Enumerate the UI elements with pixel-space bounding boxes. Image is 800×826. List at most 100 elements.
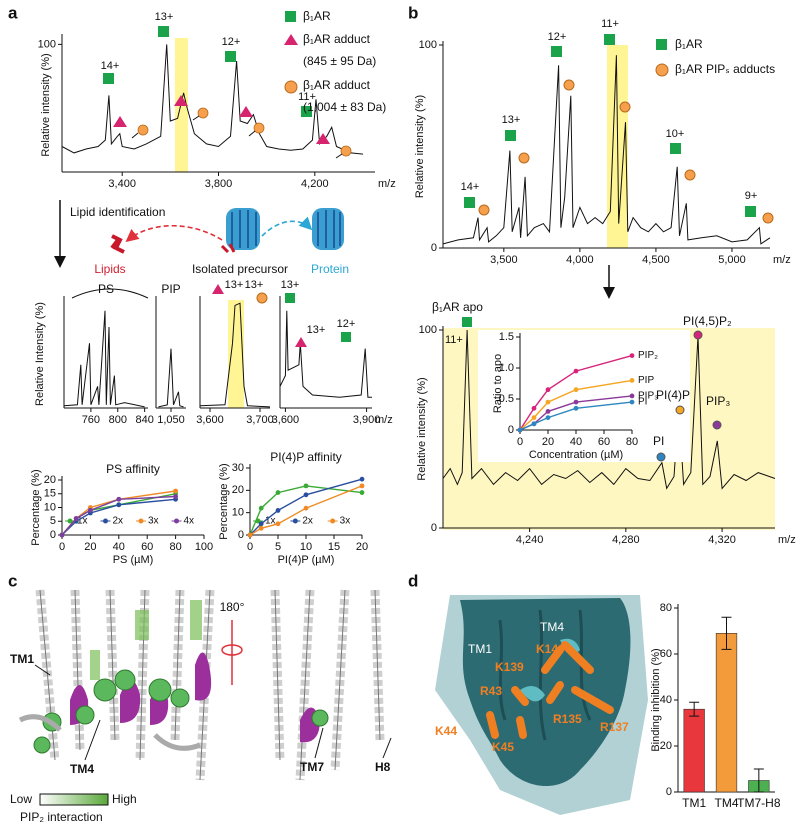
x-axis-label: PI(4)P (µM) — [278, 554, 335, 566]
square-marker — [158, 26, 169, 37]
x-tick-label: 10 — [300, 541, 312, 553]
x-tick-label: TM7-H8 — [737, 796, 781, 810]
y-tick-label: 15 — [44, 488, 56, 500]
legend-text: (845 ± 95 Da) — [303, 54, 376, 68]
data-point — [303, 492, 309, 498]
residue-label: R43 — [480, 684, 502, 698]
residue-label: R137 — [600, 720, 629, 734]
x-tick-label: 3,700 — [246, 414, 274, 426]
data-point — [573, 405, 579, 411]
square-marker — [670, 143, 681, 154]
data-point — [629, 393, 635, 399]
helix-label: TM7 — [300, 760, 324, 774]
chart-title: PS affinity — [106, 462, 160, 476]
data-point — [531, 421, 537, 427]
data-point — [59, 532, 65, 538]
step-label: Lipid identification — [70, 205, 165, 219]
panel-labels: a b c d — [8, 3, 418, 590]
protein-label: Protein — [311, 262, 349, 276]
data-line — [442, 55, 771, 245]
legend-text: (1,004 ± 83 Da) — [303, 100, 386, 114]
residue-label: K45 — [492, 740, 514, 754]
x-axis-label: m/z — [378, 178, 396, 190]
data-point — [173, 494, 179, 499]
square-marker — [464, 197, 475, 208]
square-marker — [462, 317, 472, 327]
colorbar-low: Low — [10, 792, 32, 806]
data-point — [545, 399, 551, 405]
protein-icon — [220, 208, 344, 254]
square-marker — [301, 106, 312, 117]
y-tick-label: 100 — [419, 39, 437, 51]
dashed-arrow — [261, 216, 313, 237]
y-tick-label: 1.5 — [499, 331, 514, 343]
y-axis-label: Percentage (%) — [30, 469, 42, 545]
x-tick-label: 100 — [195, 541, 213, 553]
data-point — [629, 353, 635, 358]
x-tick-label: 3,900 — [353, 414, 381, 426]
x-tick-label: 60 — [598, 436, 610, 448]
x-tick-label: 40 — [113, 541, 125, 553]
charge-label: 10+ — [666, 128, 685, 140]
legend-label: 3x — [148, 516, 159, 527]
data-point — [531, 405, 537, 411]
error-bar — [721, 616, 732, 650]
triangle-marker — [212, 284, 224, 294]
bracket — [71, 288, 149, 299]
circle-marker — [656, 452, 666, 462]
highlight-band — [228, 300, 244, 408]
charge-label: 13+ — [155, 11, 174, 23]
data-point — [517, 427, 523, 433]
y-tick-label: 30 — [232, 462, 244, 474]
x-tick-label: 4,320 — [708, 534, 736, 546]
y-tick-label: 0.5 — [499, 393, 514, 405]
y-tick-label: 0 — [431, 242, 437, 254]
data-point — [359, 490, 365, 495]
legend-text: β₁AR — [303, 9, 331, 23]
rotation-label: 180° — [220, 600, 245, 614]
y-tick-label: 10 — [232, 507, 244, 519]
error-bar — [753, 768, 764, 793]
data-point — [88, 507, 93, 513]
x-tick-label: 4,280 — [612, 534, 640, 546]
y-tick-label: 40 — [660, 694, 672, 706]
data-point — [116, 496, 122, 502]
charge-label: 13+ — [502, 114, 521, 126]
x-tick-label: 20 — [542, 436, 554, 448]
y-tick-label: 100 — [38, 38, 56, 50]
legend-label: 3x — [340, 516, 351, 527]
x-tick-label: 5,000 — [718, 254, 746, 266]
circle-marker — [762, 212, 774, 224]
panel-label: c — [8, 571, 17, 590]
y-axis-label: Ratio to apo — [492, 354, 504, 413]
helix-label: TM4 — [540, 620, 564, 634]
y-axis-label: Relative Intensity (%) — [34, 302, 46, 406]
circle-marker — [478, 204, 490, 216]
circle-marker — [563, 79, 575, 91]
legend-circle — [284, 80, 298, 94]
data-point — [545, 387, 551, 393]
data-point — [247, 532, 253, 538]
square-marker — [103, 73, 114, 84]
x-tick-label: TM1 — [682, 796, 706, 810]
legend-triangle — [284, 34, 298, 45]
data-line — [279, 310, 372, 398]
legend-text: β₁AR adduct — [303, 32, 371, 46]
charge-label: 11+ — [298, 91, 316, 103]
data-point — [258, 505, 264, 511]
charge-label: 13+ — [225, 279, 244, 291]
x-tick-label: 3,600 — [272, 414, 300, 426]
data-point — [275, 508, 281, 513]
charge-label: 13+ — [307, 324, 326, 336]
apo-label: β₁AR apo — [432, 300, 483, 314]
y-tick-label: 20 — [44, 474, 56, 486]
x-tick-label: 80 — [626, 436, 638, 448]
x-tick-label: 20 — [356, 541, 368, 553]
charge-label: 13+ — [245, 279, 264, 291]
peak-label: PIP₃ — [706, 394, 730, 408]
x-tick-label: 0 — [517, 436, 523, 448]
colorbar — [39, 793, 109, 806]
square-marker — [341, 332, 351, 342]
data-point — [359, 476, 365, 482]
x-tick-label: 3,600 — [196, 414, 224, 426]
